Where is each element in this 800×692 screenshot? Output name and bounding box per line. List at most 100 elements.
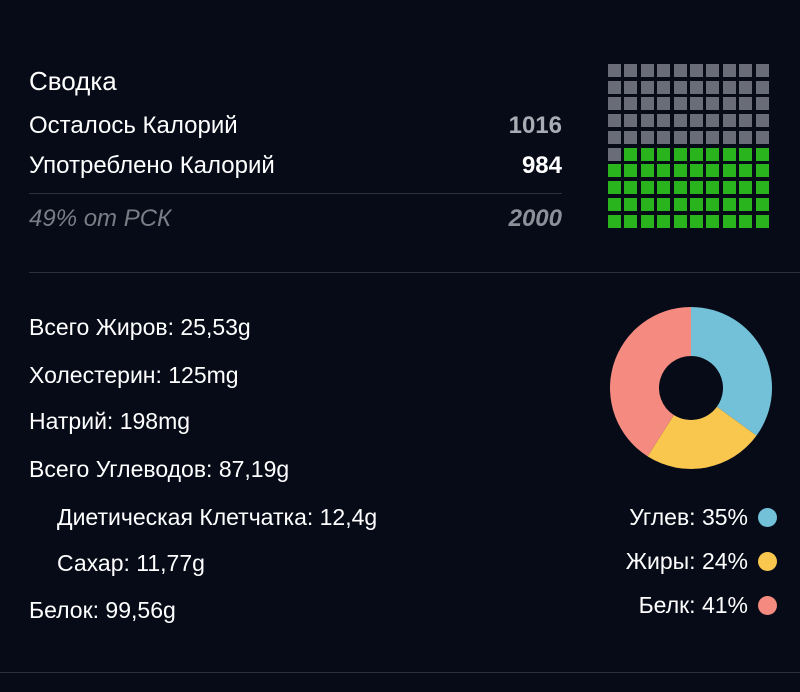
rsk-row: 49% от РСК 2000 [29,205,562,233]
waffle-cell-consumed [739,147,753,161]
nutrient-item: Всего Жиров: 25,53g [29,314,251,340]
nutrient-item: Диетическая Клетчатка: 12,4g [57,504,378,530]
legend-label: Жиры: 24% [625,548,748,574]
waffle-cell-remaining [706,80,720,94]
waffle-cell-remaining [739,97,753,111]
waffle-cell-consumed [673,214,687,228]
waffle-cell-remaining [739,130,753,144]
waffle-cell-consumed [673,147,687,161]
waffle-cell-consumed [657,197,671,211]
waffle-cell-consumed [739,214,753,228]
waffle-cell-consumed [624,147,638,161]
waffle-cell-remaining [706,114,720,128]
waffle-cell-consumed [640,181,654,195]
consumed-calories-label: Употреблено Калорий [29,152,275,179]
waffle-cell-consumed [608,181,621,195]
waffle-cell-remaining [755,130,769,144]
waffle-cell-remaining [640,97,654,111]
waffle-cell-remaining [640,80,654,94]
waffle-cell-remaining [689,130,703,144]
waffle-cell-remaining [755,80,769,94]
waffle-cell-remaining [722,130,736,144]
legend-dot-icon [758,552,777,571]
waffle-cell-consumed [640,147,654,161]
waffle-cell-remaining [673,114,687,128]
waffle-cell-remaining [722,64,736,77]
waffle-cell-remaining [624,80,638,94]
waffle-cell-consumed [706,147,720,161]
legend-dot-icon [758,596,777,615]
waffle-cell-consumed [755,147,769,161]
consumed-calories-value: 984 [521,152,562,179]
waffle-cell-remaining [673,130,687,144]
waffle-cell-remaining [640,130,654,144]
waffle-cell-consumed [608,214,621,228]
waffle-cell-remaining [755,97,769,111]
legend-item: Белк: 41% [639,592,777,619]
waffle-cell-remaining [640,114,654,128]
waffle-cell-remaining [608,114,621,128]
legend-dot-icon [758,508,777,527]
waffle-cell-consumed [739,197,753,211]
waffle-cell-remaining [624,64,638,77]
waffle-cell-consumed [755,181,769,195]
waffle-cell-remaining [722,80,736,94]
summary-divider [29,193,562,194]
waffle-cell-remaining [689,80,703,94]
nutrient-item: Сахар: 11,77g [57,550,205,576]
waffle-cell-consumed [706,214,720,228]
waffle-cell-remaining [689,114,703,128]
waffle-cell-remaining [657,97,671,111]
waffle-cell-consumed [689,214,703,228]
waffle-cell-consumed [689,164,703,178]
nutrient-item: Всего Углеводов: 87,19g [29,456,290,482]
bottom-divider [0,672,800,673]
waffle-cell-remaining [722,97,736,111]
nutrient-item: Холестерин: 125mg [29,362,239,388]
waffle-cell-consumed [722,147,736,161]
waffle-cell-remaining [706,97,720,111]
waffle-cell-consumed [657,147,671,161]
waffle-cell-consumed [624,181,638,195]
waffle-cell-remaining [706,64,720,77]
waffle-cell-consumed [640,214,654,228]
waffle-cell-remaining [739,80,753,94]
rsk-value: 2000 [508,205,562,232]
waffle-cell-consumed [722,214,736,228]
waffle-cell-consumed [657,181,671,195]
waffle-cell-consumed [608,197,621,211]
waffle-cell-remaining [608,147,621,161]
waffle-cell-remaining [608,64,621,77]
waffle-cell-remaining [673,64,687,77]
waffle-cell-consumed [739,164,753,178]
waffle-cell-consumed [722,181,736,195]
waffle-cell-remaining [657,114,671,128]
waffle-cell-remaining [722,114,736,128]
waffle-cell-consumed [624,214,638,228]
rsk-label: 49% от РСК [29,205,172,232]
summary-title: Сводка [29,66,117,96]
waffle-cell-consumed [755,164,769,178]
remaining-calories-row: Осталось Калорий 1016 [29,112,562,140]
nutrient-item: Белок: 99,56g [29,597,176,623]
waffle-cell-consumed [755,214,769,228]
waffle-cell-remaining [608,97,621,111]
waffle-cell-consumed [706,181,720,195]
waffle-cell-remaining [689,97,703,111]
waffle-cell-remaining [608,80,621,94]
waffle-cell-remaining [739,64,753,77]
waffle-cell-remaining [755,64,769,77]
waffle-cell-remaining [673,80,687,94]
waffle-cell-remaining [657,64,671,77]
donut-slice [647,406,757,469]
waffle-cell-consumed [689,181,703,195]
waffle-cell-remaining [624,114,638,128]
calorie-waffle-chart [608,64,772,228]
waffle-cell-consumed [624,164,638,178]
waffle-cell-consumed [722,164,736,178]
waffle-cell-remaining [624,130,638,144]
waffle-cell-consumed [640,164,654,178]
waffle-cell-consumed [673,181,687,195]
section-divider [29,272,800,273]
waffle-cell-remaining [608,130,621,144]
